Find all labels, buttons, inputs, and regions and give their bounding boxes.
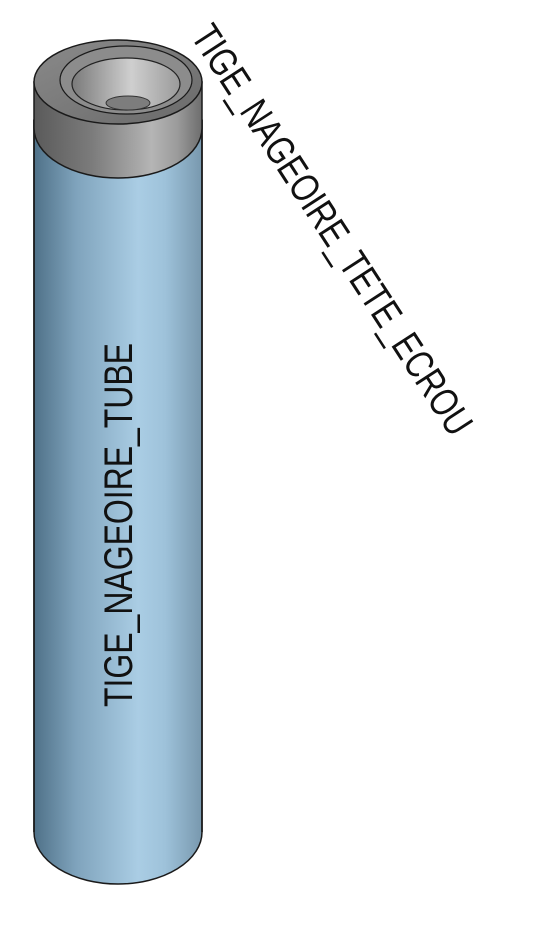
tube-label: TIGE_NAGEOIRE_TUBE [97, 343, 141, 707]
nut-label: TIGE_NAGEOIRE_TETE_ECROU [182, 17, 480, 444]
tube-body [33, 119, 203, 885]
tube-part [33, 119, 203, 885]
nut-part [33, 39, 203, 179]
nut-bore-floor [105, 95, 151, 111]
